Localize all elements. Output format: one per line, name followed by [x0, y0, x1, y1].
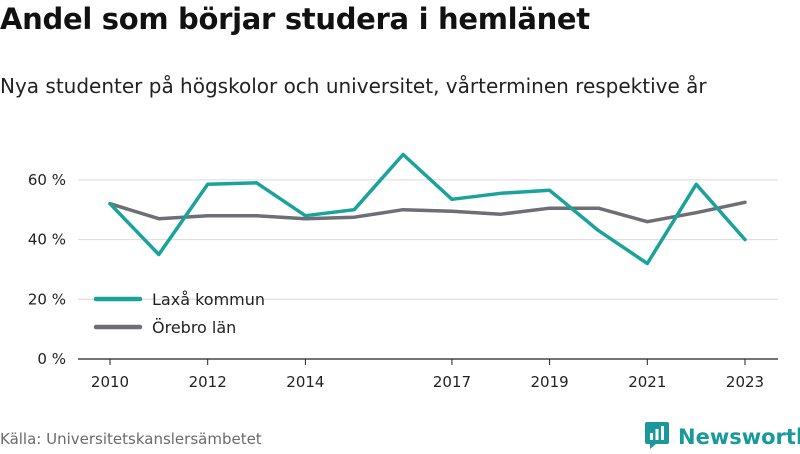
brand-name: Newsworthy	[678, 425, 800, 449]
x-tick-label: 2014	[286, 373, 324, 391]
series-line-örebro-län	[108, 200, 747, 224]
y-tick-label: 60 %	[28, 171, 66, 189]
x-tick-label: 2021	[628, 373, 666, 391]
bar-chart-logo-icon	[644, 420, 670, 454]
legend-label: Laxå kommun	[152, 290, 265, 309]
legend-label: Örebro län	[152, 318, 236, 337]
x-tick-label: 2010	[91, 373, 129, 391]
x-tick-label: 2012	[189, 373, 227, 391]
x-tick-label: 2019	[531, 373, 569, 391]
brand-logo: Newsworthy	[644, 420, 800, 454]
series-lines	[108, 152, 747, 266]
chart-title: Andel som börjar studera i hemlänet	[0, 2, 590, 36]
series-line-laxå-kommun	[108, 152, 747, 266]
chart-subtitle: Nya studenter på högskolor och universit…	[0, 74, 707, 98]
source-note: Källa: Universitetskanslersämbetet	[0, 430, 262, 448]
y-tick-label: 0 %	[37, 350, 66, 368]
gridlines	[78, 179, 778, 300]
x-tick-label: 2017	[433, 373, 471, 391]
x-tick-label: 2023	[726, 373, 764, 391]
legend: Laxå kommun Örebro län	[93, 290, 265, 337]
x-axis-ticks: 2010 2012 2014 2017 2019 2021 2023	[91, 359, 764, 391]
line-chart: 0 % 20 % 40 % 60 % 2010 2012 2014 2017 2019 2021…	[28, 152, 778, 391]
y-tick-label: 20 %	[28, 290, 66, 308]
y-tick-label: 40 %	[28, 231, 66, 249]
y-axis: 0 % 20 % 40 % 60 %	[28, 171, 66, 368]
